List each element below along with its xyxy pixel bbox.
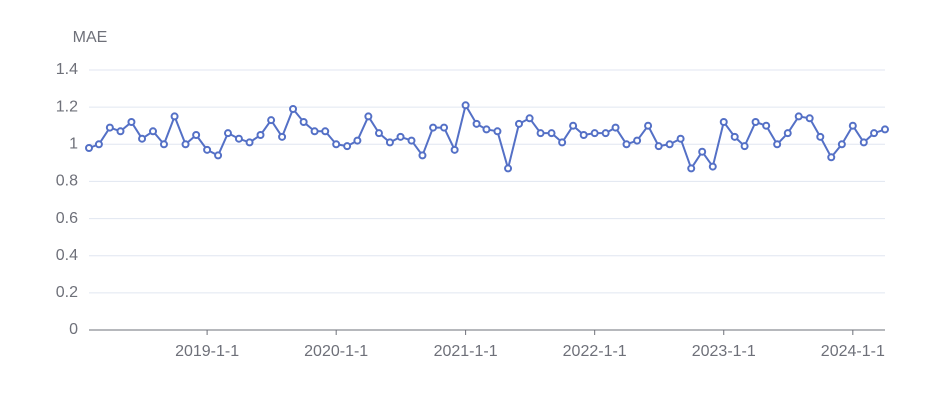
- data-point: [321, 127, 330, 136]
- data-point: [719, 118, 728, 126]
- data-point: [310, 127, 319, 136]
- data-point: [805, 114, 814, 123]
- data-point: [138, 134, 147, 143]
- x-tick-label: 2022-1-1: [563, 343, 627, 360]
- data-point: [343, 142, 352, 151]
- data-point: [525, 114, 534, 123]
- x-tick-label: 2023-1-1: [692, 343, 756, 360]
- x-tick-label: 2024-1-1: [821, 343, 885, 360]
- data-point: [353, 136, 362, 145]
- data-point: [85, 144, 93, 152]
- y-tick-label: 0: [69, 321, 78, 338]
- data-point: [611, 123, 620, 132]
- data-point: [332, 140, 341, 149]
- data-point: [644, 121, 653, 130]
- data-point: [590, 129, 599, 138]
- data-point: [816, 132, 825, 141]
- data-point: [794, 112, 803, 121]
- y-tick-label: 0.4: [56, 247, 78, 264]
- data-point: [407, 136, 416, 145]
- y-tick-label: 1: [69, 136, 78, 153]
- data-point: [536, 129, 545, 138]
- x-tick-label: 2020-1-1: [304, 343, 368, 360]
- data-point: [472, 119, 481, 128]
- x-tick-label: 2021-1-1: [434, 343, 498, 360]
- data-point: [170, 112, 179, 121]
- data-point: [493, 127, 502, 136]
- data-point: [94, 140, 103, 149]
- data-point: [848, 121, 857, 130]
- y-tick-label: 1.2: [56, 98, 78, 115]
- data-point: [214, 151, 223, 160]
- data-point: [773, 140, 782, 149]
- data-point: [859, 138, 868, 147]
- y-tick-label: 1.4: [56, 61, 78, 78]
- data-point: [762, 121, 771, 130]
- y-tick-label: 0.2: [56, 284, 78, 301]
- data-point: [601, 129, 610, 138]
- data-point: [181, 140, 190, 149]
- data-point: [783, 129, 792, 138]
- data-point: [622, 140, 631, 149]
- data-point: [234, 134, 243, 143]
- data-point: [149, 127, 158, 136]
- data-point: [159, 140, 168, 149]
- data-point: [515, 119, 524, 128]
- data-point: [203, 145, 212, 154]
- data-point: [730, 132, 739, 141]
- data-point: [289, 105, 298, 113]
- data-point: [256, 131, 265, 139]
- data-point: [278, 132, 287, 141]
- data-point: [547, 129, 556, 138]
- data-point: [837, 140, 846, 149]
- data-point: [698, 147, 707, 156]
- data-point: [245, 138, 254, 147]
- data-point: [881, 125, 889, 134]
- y-axis-label: MAE: [73, 29, 108, 46]
- data-point: [461, 101, 470, 110]
- data-point: [440, 123, 449, 132]
- y-tick-label: 0.6: [56, 210, 78, 227]
- data-point: [418, 151, 427, 160]
- data-point: [127, 118, 136, 126]
- y-tick-label: 0.8: [56, 173, 78, 190]
- data-point: [192, 131, 201, 139]
- data-point: [450, 145, 459, 154]
- data-point: [105, 123, 114, 132]
- data-point: [569, 121, 578, 130]
- data-point: [374, 129, 383, 138]
- data-point: [396, 132, 405, 141]
- data-point: [708, 162, 717, 171]
- data-point: [223, 129, 232, 138]
- data-point: [665, 140, 674, 149]
- data-point: [504, 164, 513, 173]
- data-point: [740, 142, 749, 151]
- data-point: [558, 138, 567, 147]
- data-point: [751, 118, 760, 126]
- data-point: [429, 123, 438, 132]
- series-line: [88, 104, 886, 170]
- data-point: [654, 142, 663, 151]
- data-point: [267, 116, 276, 125]
- data-point: [579, 131, 588, 139]
- data-point: [299, 118, 308, 126]
- data-point: [870, 129, 879, 138]
- data-point: [364, 112, 373, 121]
- data-point: [827, 153, 836, 162]
- data-point: [676, 134, 685, 143]
- x-tick-label: 2019-1-1: [175, 343, 239, 360]
- data-point: [687, 164, 696, 173]
- data-point: [482, 125, 491, 134]
- data-point: [116, 127, 125, 136]
- data-point: [385, 138, 394, 147]
- data-point: [633, 136, 642, 145]
